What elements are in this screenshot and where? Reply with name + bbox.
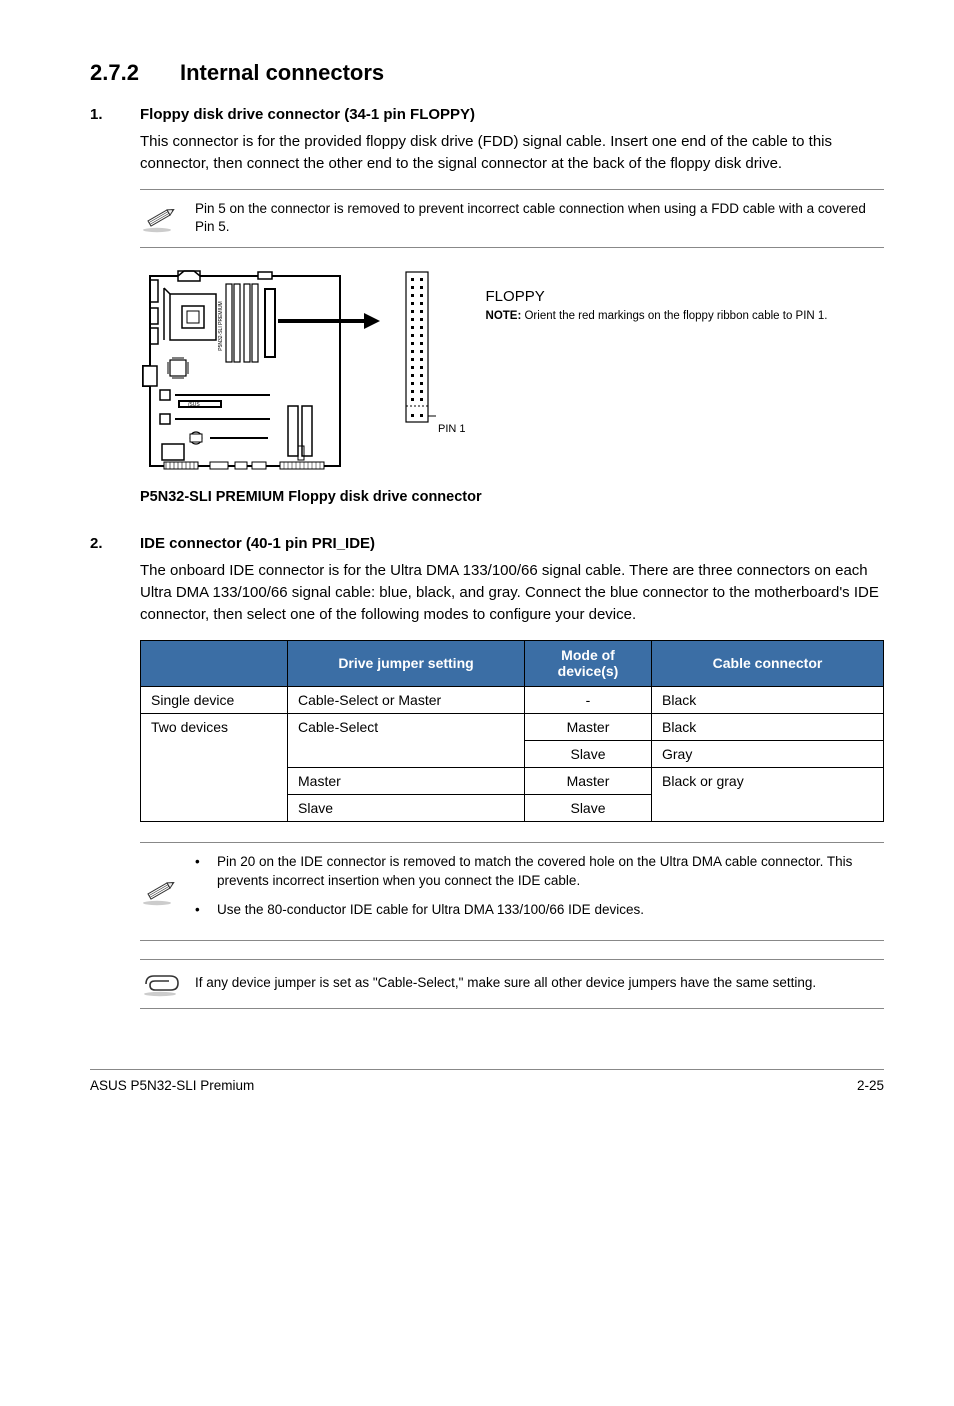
item2-title: IDE connector (40-1 pin PRI_IDE) xyxy=(140,535,375,552)
item1-row: 1. Floppy disk drive connector (34-1 pin… xyxy=(90,106,884,123)
svg-text:/SUS: /SUS xyxy=(188,402,200,408)
paperclip-icon xyxy=(140,970,195,998)
item2-row: 2. IDE connector (40-1 pin PRI_IDE) xyxy=(90,535,884,552)
pin-header-illustration: PIN 1 xyxy=(398,266,466,435)
table-header-row: Drive jumper setting Mode ofdevice(s) Ca… xyxy=(141,640,884,687)
board-side-text: P5N32-SLI PREMIUM xyxy=(218,302,224,351)
td: Black xyxy=(652,714,884,741)
item1-body: This connector is for the provided flopp… xyxy=(140,131,884,175)
td: - xyxy=(525,687,652,714)
th-drive: Drive jumper setting xyxy=(288,640,525,687)
section-title: Internal connectors xyxy=(180,60,384,85)
bullet-text: Use the 80-conductor IDE cable for Ultra… xyxy=(217,901,884,920)
td: Gray xyxy=(652,741,884,768)
item2-note2-text: If any device jumper is set as "Cable-Se… xyxy=(195,974,884,993)
td: Slave xyxy=(525,741,652,768)
floppy-diagram: P5N32-SLI PREMIUM /SUS xyxy=(140,266,884,481)
section-heading: 2.7.2Internal connectors xyxy=(90,60,884,86)
td: Master xyxy=(288,768,525,795)
item1-title: Floppy disk drive connector (34-1 pin FL… xyxy=(140,106,475,123)
td: Single device xyxy=(141,687,288,714)
table-row: Single device Cable-Select or Master - B… xyxy=(141,687,884,714)
td: Master xyxy=(525,714,652,741)
pencil-icon xyxy=(140,203,195,233)
floppy-note-bold: NOTE: xyxy=(486,310,522,322)
jumper-table: Drive jumper setting Mode ofdevice(s) Ca… xyxy=(140,640,884,823)
footer-left: ASUS P5N32-SLI Premium xyxy=(90,1078,254,1093)
jumper-table-wrap: Drive jumper setting Mode ofdevice(s) Ca… xyxy=(140,640,884,823)
diagram-caption: P5N32-SLI PREMIUM Floppy disk drive conn… xyxy=(140,489,884,505)
list-item: •Use the 80-conductor IDE cable for Ultr… xyxy=(195,901,884,920)
th-mode: Mode ofdevice(s) xyxy=(525,640,652,687)
floppy-side-text: FLOPPY NOTE: Orient the red markings on … xyxy=(486,266,828,324)
td: Slave xyxy=(288,795,525,822)
motherboard-illustration: P5N32-SLI PREMIUM /SUS xyxy=(140,266,380,481)
floppy-label: FLOPPY xyxy=(486,288,828,305)
item2-body: The onboard IDE connector is for the Ult… xyxy=(140,560,884,625)
bullet-dot: • xyxy=(195,901,217,920)
bullet-text: Pin 20 on the IDE connector is removed t… xyxy=(217,853,884,891)
item1-number: 1. xyxy=(90,106,140,123)
bullet-dot: • xyxy=(195,853,217,891)
page-footer: ASUS P5N32-SLI Premium 2-25 xyxy=(90,1069,884,1093)
table-row: Two devices Cable-Select Master Black xyxy=(141,714,884,741)
th-cable: Cable connector xyxy=(652,640,884,687)
item2-note1-text: •Pin 20 on the IDE connector is removed … xyxy=(195,853,884,930)
section-number: 2.7.2 xyxy=(90,60,180,86)
td: Master xyxy=(525,768,652,795)
td: Cable-Select or Master xyxy=(288,687,525,714)
item2-section: 2. IDE connector (40-1 pin PRI_IDE) The … xyxy=(90,535,884,1009)
td: Slave xyxy=(525,795,652,822)
item2-number: 2. xyxy=(90,535,140,552)
item1-note: Pin 5 on the connector is removed to pre… xyxy=(140,189,884,249)
td: Cable-Select xyxy=(288,714,525,768)
item2-note1: •Pin 20 on the IDE connector is removed … xyxy=(140,842,884,941)
td: Black or gray xyxy=(652,768,884,822)
item2-note2: If any device jumper is set as "Cable-Se… xyxy=(140,959,884,1009)
td: Black xyxy=(652,687,884,714)
item1-note-text: Pin 5 on the connector is removed to pre… xyxy=(195,200,884,238)
page-container: 2.7.2Internal connectors 1. Floppy disk … xyxy=(0,0,954,1133)
th-blank xyxy=(141,640,288,687)
note-bullet-list: •Pin 20 on the IDE connector is removed … xyxy=(195,853,884,920)
pencil-icon xyxy=(140,876,195,906)
list-item: •Pin 20 on the IDE connector is removed … xyxy=(195,853,884,891)
td: Two devices xyxy=(141,714,288,822)
footer-right: 2-25 xyxy=(857,1078,884,1093)
floppy-note-text: Orient the red markings on the floppy ri… xyxy=(521,310,827,322)
floppy-note: NOTE: Orient the red markings on the flo… xyxy=(486,309,828,324)
